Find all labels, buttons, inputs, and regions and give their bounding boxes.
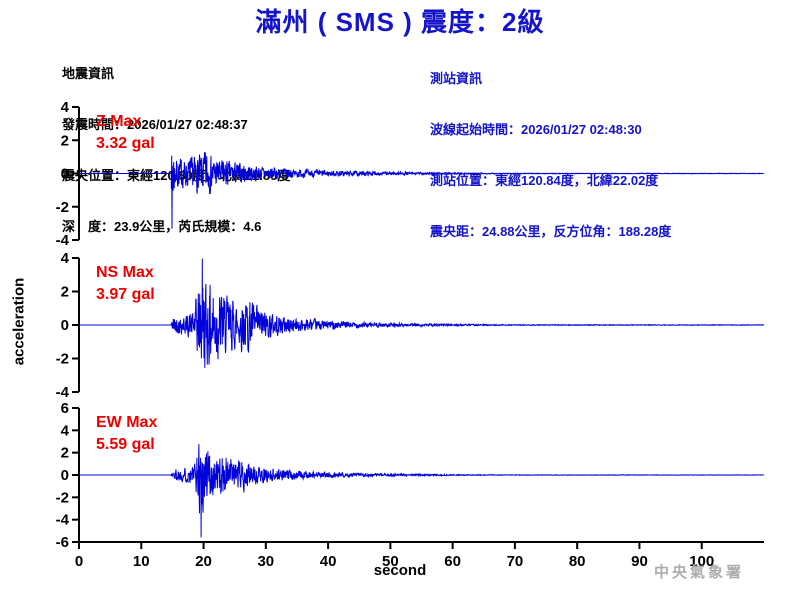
- max-value-ew: 5.59 gal: [96, 436, 155, 453]
- y-tick-label: 4: [61, 250, 70, 267]
- y-tick-label: 2: [61, 445, 69, 462]
- depth-and-magnitude: 深 度：23.9公里，芮氏規模：4.6: [62, 219, 262, 234]
- x-tick-label: 70: [507, 553, 524, 570]
- x-tick-label: 30: [257, 553, 274, 570]
- station-info: 測站資訊 波線起始時間：2026/01/27 02:48:30 測站位置：東經1…: [430, 36, 671, 274]
- x-tick-label: 50: [382, 553, 399, 570]
- y-tick-label: 4: [61, 422, 70, 439]
- x-tick-label: 0: [75, 553, 83, 570]
- y-tick-label: -6: [56, 534, 69, 551]
- y-tick-label: 2: [61, 284, 69, 301]
- max-value-ns: 3.97 gal: [96, 286, 155, 303]
- x-tick-label: 60: [444, 553, 461, 570]
- origin-time: 發震時間：2026/01/27 02:48:37: [62, 117, 248, 132]
- max-label-ew: EW Max: [96, 414, 157, 431]
- y-tick-label: -4: [56, 384, 70, 401]
- agency-watermark: 中央氣象署: [654, 565, 745, 581]
- y-tick-label: 4: [61, 99, 70, 116]
- max-value-z: 3.32 gal: [96, 135, 155, 152]
- max-label-ns: NS Max: [96, 264, 154, 281]
- x-tick-label: 100: [689, 553, 714, 570]
- station-location: 測站位置：東經120.84度，北緯22.02度: [430, 173, 659, 188]
- earthquake-info-heading: 地震資訊: [62, 66, 115, 81]
- waveform-ns: [79, 258, 765, 368]
- trace-panel-ew: 6 4 2 0 -2 -4 -6 EW Max 5.59 gal: [56, 400, 765, 551]
- x-axis-title: second: [373, 562, 427, 579]
- y-tick-label: -4: [56, 232, 70, 249]
- wave-start-time: 波線起始時間：2026/01/27 02:48:30: [430, 122, 642, 137]
- y-tick-label: 6: [61, 400, 69, 417]
- x-tick-label: 90: [631, 553, 648, 570]
- y-tick-label: -2: [56, 351, 69, 368]
- epicentral-distance-azimuth: 震央距：24.88公里，反方位角：188.28度: [430, 224, 672, 239]
- trace-panel-ns: 4 2 0 -2 -4 NS Max 3.97 gal: [56, 250, 765, 401]
- trace-panel-z: 4 2 0 -2 -4 Z Max 3.32 gal: [56, 99, 764, 249]
- y-tick-label: 2: [61, 132, 69, 149]
- y-tick-label: 0: [61, 467, 69, 484]
- x-tick-label: 40: [320, 553, 337, 570]
- waveform-z: [79, 152, 764, 229]
- x-tick-label: 10: [133, 553, 150, 570]
- x-tick-label: 20: [195, 553, 212, 570]
- waveform-ew: [79, 444, 765, 538]
- station-info-heading: 測站資訊: [430, 71, 483, 86]
- page-title: 滿州 ( SMS ) 震度：2級: [255, 7, 545, 37]
- x-tick-label: 80: [569, 553, 586, 570]
- y-tick-label: 0: [61, 166, 69, 183]
- y-tick-label: 0: [61, 317, 69, 334]
- y-tick-label: -2: [56, 489, 69, 506]
- y-tick-label: -4: [56, 512, 70, 529]
- y-tick-label: -2: [56, 199, 69, 216]
- max-label-z: Z Max: [96, 113, 141, 130]
